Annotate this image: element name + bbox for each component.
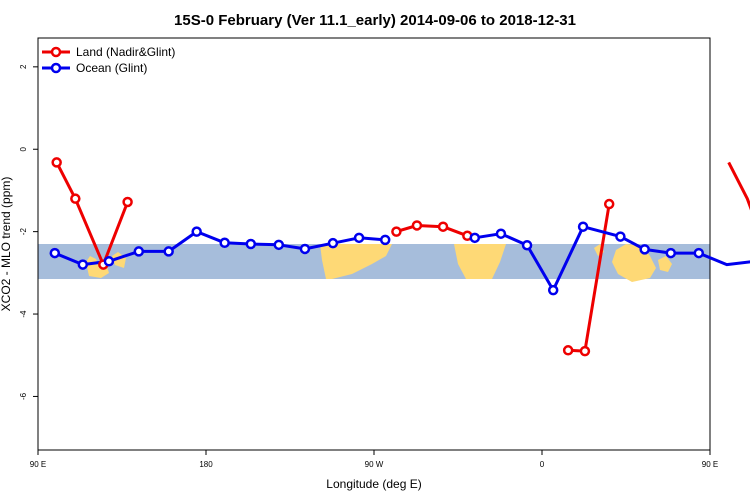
x-tick-label-2: 90 W — [365, 460, 384, 469]
data-point-ocean-1-1 — [495, 228, 507, 239]
data-point-ocean-0-8 — [273, 239, 285, 251]
data-point-ocean-1-7 — [665, 247, 677, 259]
data-point-ocean-1-2 — [521, 239, 533, 251]
x-tick-label-3: 0 — [540, 460, 545, 469]
x-tick-label-4: 90 E — [702, 460, 718, 469]
legend: Land (Nadir&Glint) Ocean (Glint) — [42, 45, 175, 75]
band-land-2 — [320, 244, 392, 280]
data-point-land-2-2 — [603, 198, 615, 210]
data-point-ocean-0-6 — [219, 237, 230, 249]
y-tick-label-3: -4 — [19, 310, 28, 318]
data-point-land-1-0 — [391, 226, 402, 237]
data-point-ocean-0-7 — [245, 238, 257, 250]
data-point-land-1-1 — [411, 220, 423, 231]
data-point-ocean-0-3 — [133, 246, 145, 257]
band-land-0 — [86, 256, 109, 278]
data-point-ocean-0-9 — [299, 243, 311, 255]
y-axis: 2 0 -2 -4 -6 — [19, 64, 38, 400]
data-point-land-2-0 — [562, 345, 574, 356]
data-point-ocean-1-4 — [577, 221, 589, 232]
legend-marker-ocean — [50, 62, 62, 74]
legend-marker-land — [50, 46, 62, 58]
chart-title: 15S-0 February (Ver 11.1_early) 2014-09-… — [174, 12, 576, 29]
y-tick-label-0: 2 — [19, 64, 28, 69]
data-point-ocean-0-0 — [49, 247, 61, 259]
x-axis: 90 E 180 90 W 0 90 E — [30, 450, 718, 469]
data-point-ocean-0-1 — [77, 259, 89, 270]
data-point-land-0-0 — [51, 157, 62, 168]
series-layer — [49, 157, 750, 357]
series-line-land-1 — [395, 224, 468, 238]
legend-label-land: Land (Nadir&Glint) — [76, 45, 175, 59]
data-point-ocean-1-8 — [693, 247, 705, 259]
band-land-3 — [454, 244, 506, 280]
series-line-land-0 — [55, 161, 129, 267]
data-point-ocean-1-0 — [469, 232, 481, 244]
data-point-ocean-0-4 — [163, 246, 174, 257]
data-point-land-2-1 — [579, 345, 591, 357]
y-tick-label-1: 0 — [19, 146, 28, 151]
x-tick-label-1: 180 — [199, 460, 213, 469]
y-axis-title: XCO2 - MLO trend (ppm) — [0, 177, 13, 312]
data-point-ocean-0-5 — [191, 226, 202, 237]
y-tick-label-4: -6 — [19, 392, 28, 400]
data-point-ocean-1-3 — [547, 284, 559, 296]
data-point-land-0-1 — [70, 193, 81, 204]
y-tick-label-2: -2 — [19, 228, 28, 236]
data-point-land-1-2 — [437, 221, 449, 232]
data-point-ocean-1-5 — [615, 231, 626, 242]
legend-label-ocean: Ocean (Glint) — [76, 61, 147, 75]
band-land-6 — [658, 256, 672, 272]
x-tick-label-0: 90 E — [30, 460, 46, 469]
x-axis-title: Longitude (deg E) — [326, 477, 421, 491]
data-point-ocean-0-11 — [353, 232, 365, 244]
data-point-land-0-3 — [122, 196, 133, 208]
data-point-ocean-1-6 — [639, 244, 650, 255]
series-line-land-3 — [727, 161, 750, 211]
data-point-ocean-0-12 — [379, 234, 391, 246]
data-point-ocean-0-2 — [103, 256, 115, 267]
data-point-ocean-0-10 — [327, 237, 339, 249]
